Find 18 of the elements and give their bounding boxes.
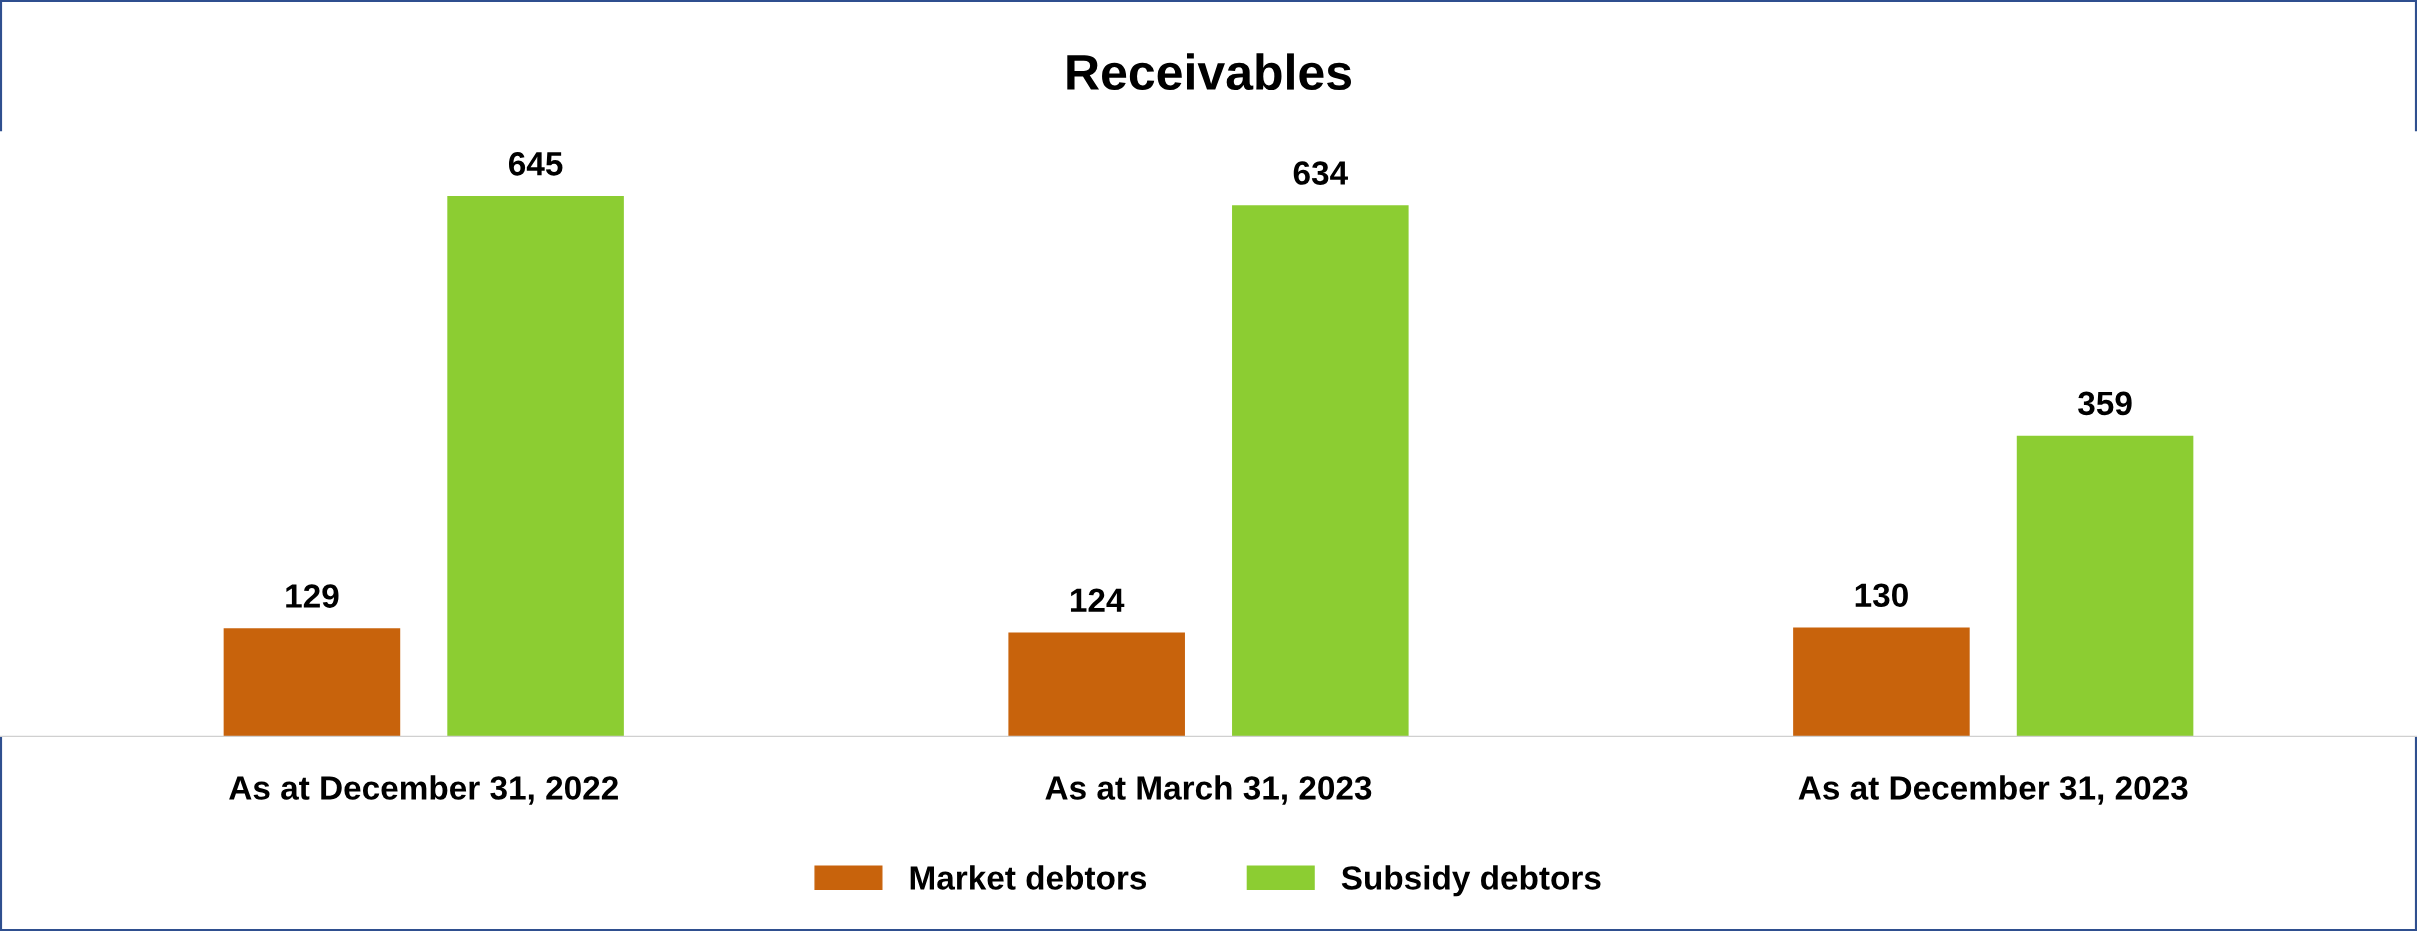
data-label: 645: [509, 152, 563, 176]
data-label: 130: [1855, 583, 1908, 608]
bar: [2016, 435, 2194, 737]
bar: [1232, 205, 1409, 737]
data-label: 124: [1070, 588, 1125, 612]
data-label: 359: [2078, 391, 2132, 416]
x-tick-label: As at March 31, 2023: [1045, 775, 1372, 805]
bar: [223, 628, 401, 737]
bar: [1008, 632, 1185, 737]
data-label: 634: [1293, 161, 1348, 185]
legend-label: Subsidy debtors: [1341, 865, 1601, 897]
x-tick-label: As at December 31, 2023: [1798, 775, 2188, 805]
bar: [447, 196, 624, 737]
x-tick-label: As at December 31, 2022: [229, 775, 618, 805]
chart-title: Receivables: [1067, 53, 1352, 91]
bar: [1793, 627, 1970, 737]
data-label: 129: [286, 584, 339, 608]
legend-label: Market debtors: [910, 865, 1147, 890]
